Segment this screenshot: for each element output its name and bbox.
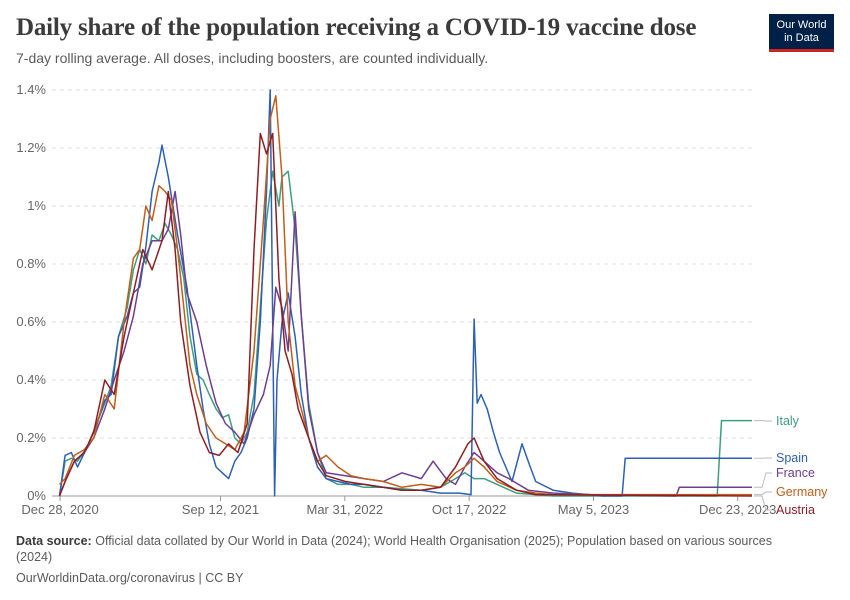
y-tick-label: 0.2% <box>16 430 46 445</box>
y-tick-label: 1% <box>27 198 46 213</box>
legend-connector <box>754 491 772 496</box>
footer-link[interactable]: OurWorldinData.org/coronavirus | CC BY <box>16 571 244 585</box>
data-source-label: Data source: <box>16 534 92 548</box>
x-tick-label: May 5, 2023 <box>558 502 630 517</box>
logo-line-1: Our World <box>776 19 827 31</box>
data-source-note: Data source: Official data collated by O… <box>16 533 796 565</box>
series-line-france <box>58 190 752 497</box>
x-tick-label: Sep 12, 2021 <box>182 502 259 517</box>
legend-label-austria: Austria <box>776 503 815 517</box>
legend-label-italy: Italy <box>776 414 800 428</box>
y-tick-label: 0% <box>27 488 46 503</box>
y-tick-label: 0.8% <box>16 256 46 271</box>
legend-label-germany: Germany <box>776 485 828 499</box>
series-line-spain <box>58 89 752 497</box>
line-chart: 0% 0.2% 0.4% 0.6% 0.8% 1% 1.2% 1.4% Dec 28, 2020… <box>16 82 828 517</box>
legend-connector <box>754 495 772 511</box>
y-tick-label: 0.4% <box>16 372 46 387</box>
x-tick-label: Oct 17, 2022 <box>432 502 506 517</box>
chart-title: Daily share of the population receiving … <box>16 14 697 41</box>
y-tick-label: 1.2% <box>16 140 46 155</box>
x-tick-label: Dec 23, 2023 <box>699 502 776 517</box>
logo-line-2: in Data <box>784 32 819 44</box>
legend-label-spain: Spain <box>776 451 808 465</box>
x-tick-label: Dec 28, 2020 <box>21 502 98 517</box>
owid-logo[interactable]: Our World in Data <box>769 14 834 52</box>
series-line-germany <box>58 95 752 496</box>
x-tick-label: Mar 31, 2022 <box>307 502 384 517</box>
y-tick-label: 1.4% <box>16 82 46 97</box>
data-source-text: Official data collated by Our World in D… <box>16 534 772 564</box>
chart-subtitle: 7-day rolling average. All doses, includ… <box>16 50 489 66</box>
series-line-italy <box>58 170 752 497</box>
legend-connector <box>754 472 772 488</box>
y-tick-label: 0.6% <box>16 314 46 329</box>
legend-label-france: France <box>776 466 815 480</box>
series-line-austria <box>58 132 753 497</box>
